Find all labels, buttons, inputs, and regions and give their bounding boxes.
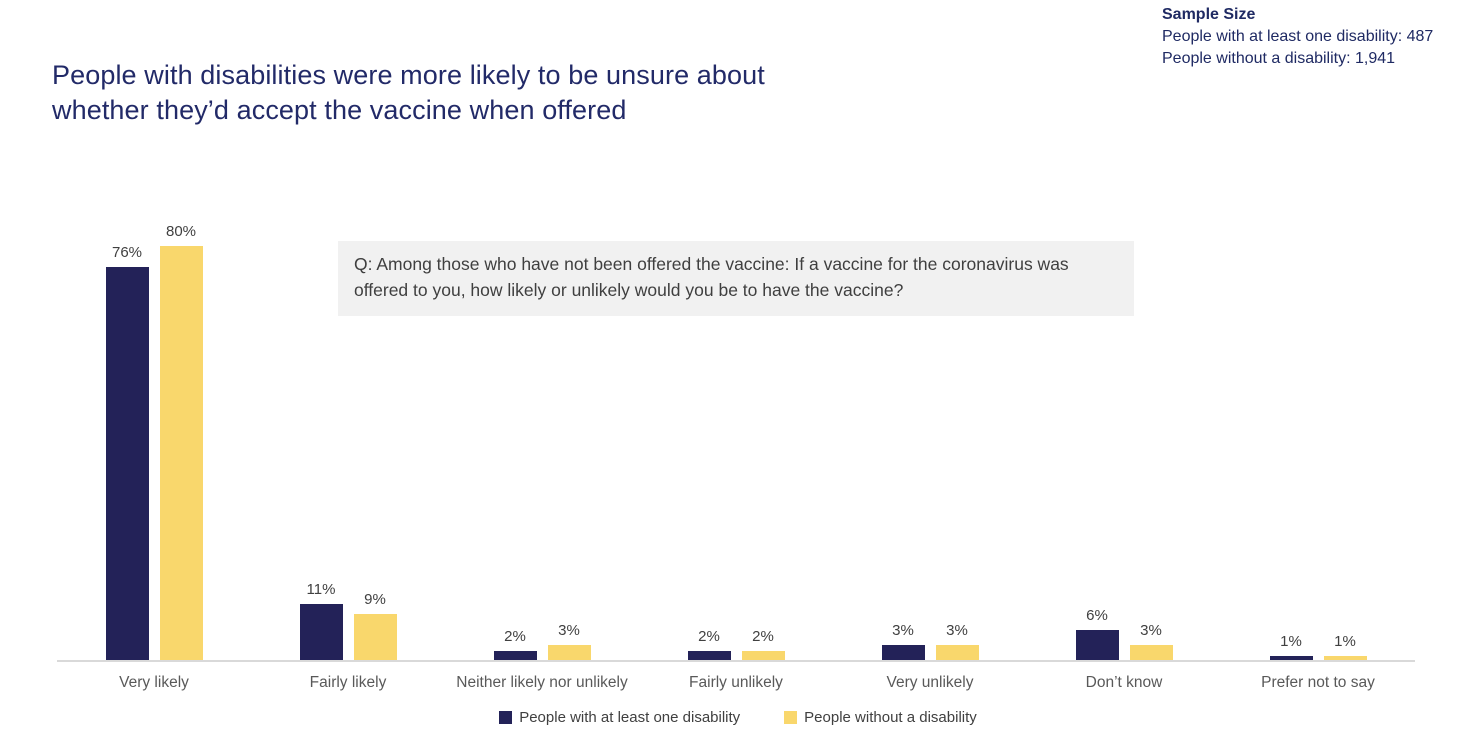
legend-item: People with at least one disability <box>499 709 740 726</box>
bar-cell: 2% <box>493 628 537 661</box>
bar-cell: 3% <box>935 622 979 661</box>
bar-group: 76% 80% <box>57 223 251 661</box>
bar-value-label: 2% <box>752 628 774 645</box>
bar <box>299 604 343 661</box>
bar-value-label: 1% <box>1280 633 1302 650</box>
bar-value-label: 9% <box>364 591 386 608</box>
bar <box>353 614 397 661</box>
legend-label: People without a disability <box>804 709 977 726</box>
bar <box>1269 656 1313 661</box>
x-axis-category-labels: Very likely Fairly likely Neither likely n… <box>57 674 1415 692</box>
bar-cell: 2% <box>687 628 731 661</box>
bar-cell: 1% <box>1269 633 1313 661</box>
bar-group: 3% 3% <box>833 622 1027 661</box>
bar <box>1323 656 1367 661</box>
sample-size-block: Sample Size People with at least one dis… <box>1162 4 1433 70</box>
bar-cell: 2% <box>741 628 785 661</box>
bar-value-label: 3% <box>892 622 914 639</box>
bar-value-label: 11% <box>306 581 336 598</box>
bar <box>881 645 925 661</box>
bar-group: 2% 3% <box>445 622 639 661</box>
legend-swatch-icon <box>499 711 513 724</box>
x-axis-line <box>57 660 1415 662</box>
category-label: Prefer not to say <box>1261 674 1375 691</box>
bar <box>105 267 149 661</box>
bar <box>547 645 591 661</box>
sample-size-heading: Sample Size <box>1162 6 1256 23</box>
bar-value-label: 76% <box>111 244 143 261</box>
survey-question-text: Q: Among those who have not been offered… <box>354 254 1069 300</box>
bar <box>1075 630 1119 661</box>
category-label: Fairly unlikely <box>689 674 783 691</box>
bar-value-label: 2% <box>698 628 720 645</box>
legend-item: People without a disability <box>784 709 977 726</box>
survey-question-box: Q: Among those who have not been offered… <box>338 241 1134 316</box>
bar <box>1129 645 1173 661</box>
bar-value-label: 80% <box>165 223 197 240</box>
legend-label: People with at least one disability <box>519 709 741 726</box>
bar-chart: 76% 80% 11% 9% 2% 3% 2% 2% 3% 3% 6% 3% 1% 1% <box>57 211 1415 661</box>
bar-group: 1% 1% <box>1221 633 1415 661</box>
bar-cell: 11% <box>299 581 343 661</box>
page-title-line-1: People with disabilities were more likel… <box>52 60 765 90</box>
bar-value-label: 1% <box>1334 633 1356 650</box>
bar-value-label: 6% <box>1086 607 1108 624</box>
category-label: Neither likely nor unlikely <box>456 674 628 691</box>
bar-cell: 9% <box>353 591 397 661</box>
legend-swatch-icon <box>784 711 798 724</box>
bar <box>935 645 979 661</box>
category-label: Don’t know <box>1085 674 1163 691</box>
bar-group: 2% 2% <box>639 628 833 661</box>
bar-value-label: 3% <box>558 622 580 639</box>
bar <box>159 246 203 661</box>
page-title-line-2: whether they’d accept the vaccine when o… <box>52 95 627 125</box>
bar-cell: 3% <box>547 622 591 661</box>
bar-value-label: 2% <box>504 628 526 645</box>
bar-value-label: 3% <box>1140 622 1162 639</box>
bar-cell: 3% <box>881 622 925 661</box>
sample-size-line-1: People with at least one disability: 487 <box>1162 28 1434 45</box>
chart-legend: People with at least one disability Peopl… <box>0 709 1476 726</box>
category-label: Fairly likely <box>309 674 387 691</box>
bar-cell: 80% <box>159 223 203 661</box>
bar-group: 6% 3% <box>1027 607 1221 661</box>
bar-cell: 6% <box>1075 607 1119 661</box>
bar <box>741 651 785 661</box>
category-label: Very unlikely <box>886 674 974 691</box>
bar <box>687 651 731 661</box>
bar-group: 11% 9% <box>251 581 445 661</box>
page-title: People with disabilities were more likel… <box>52 58 765 128</box>
bar-cell: 76% <box>105 244 149 661</box>
bar-cell: 1% <box>1323 633 1367 661</box>
bar-groups: 76% 80% 11% 9% 2% 3% 2% 2% 3% 3% 6% 3% 1% 1% <box>57 223 1415 661</box>
bar <box>493 651 537 661</box>
category-label: Very likely <box>119 674 189 691</box>
sample-size-line-2: People without a disability: 1,941 <box>1162 50 1396 67</box>
bar-cell: 3% <box>1129 622 1173 661</box>
bar-value-label: 3% <box>946 622 968 639</box>
